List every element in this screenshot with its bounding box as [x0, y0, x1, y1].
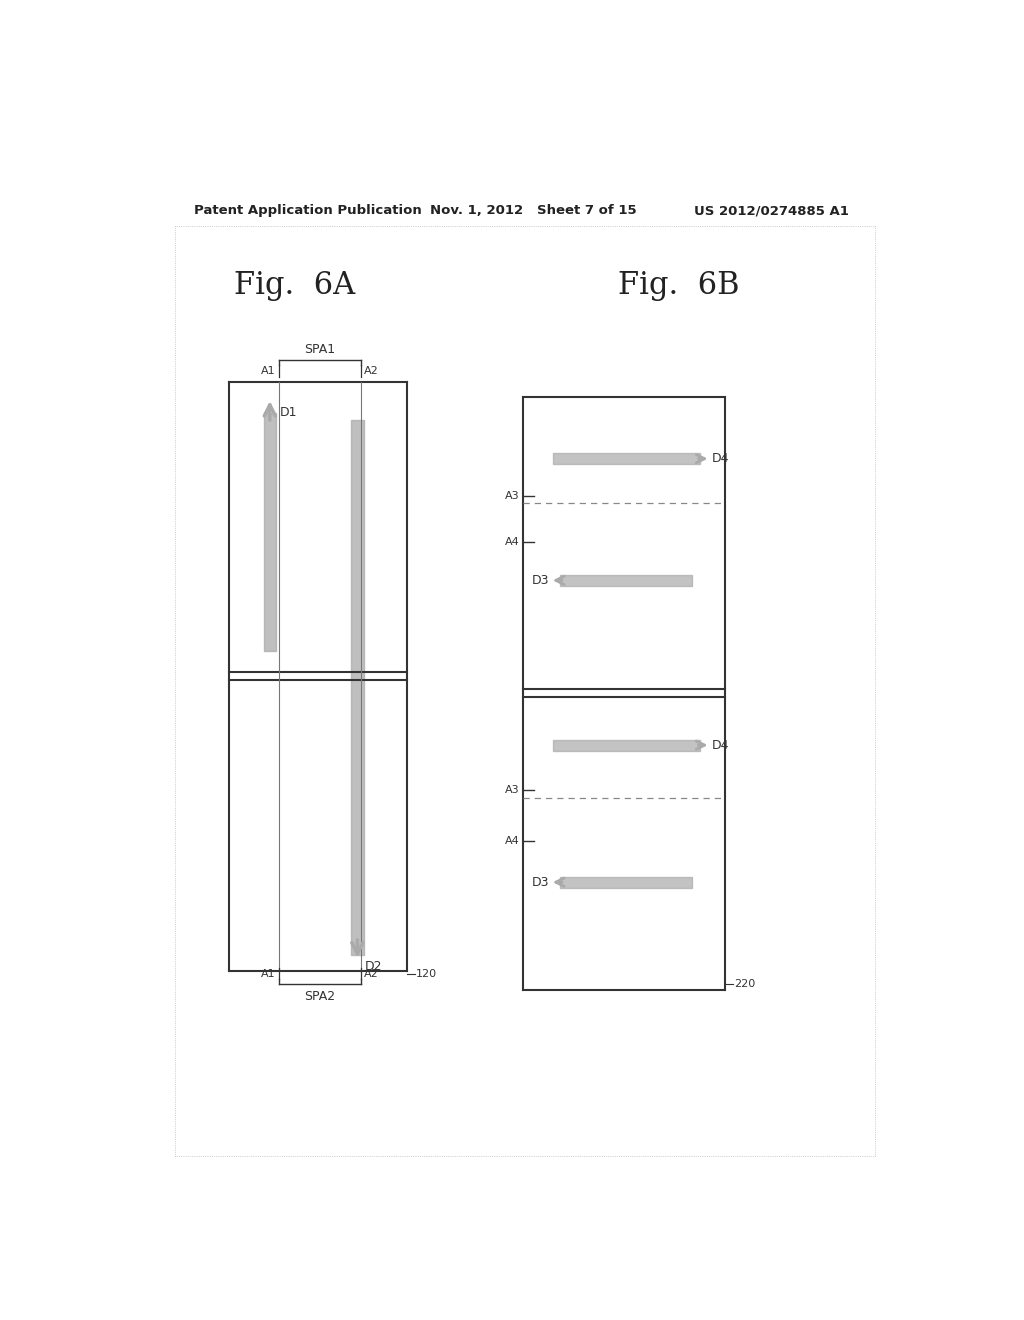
- Text: SPA1: SPA1: [304, 343, 335, 356]
- Text: Fig.  6B: Fig. 6B: [617, 271, 739, 301]
- Text: Patent Application Publication: Patent Application Publication: [194, 205, 422, 218]
- Text: D3: D3: [531, 574, 549, 587]
- Text: US 2012/0274885 A1: US 2012/0274885 A1: [693, 205, 849, 218]
- Text: D1: D1: [280, 407, 297, 418]
- Text: A1: A1: [261, 969, 276, 979]
- Text: D3: D3: [531, 875, 549, 888]
- Text: A2: A2: [364, 969, 378, 979]
- Text: A3: A3: [505, 491, 519, 500]
- Text: D4: D4: [712, 739, 729, 751]
- Text: D4: D4: [712, 453, 729, 465]
- Text: 120: 120: [417, 969, 437, 979]
- Text: Nov. 1, 2012   Sheet 7 of 15: Nov. 1, 2012 Sheet 7 of 15: [430, 205, 637, 218]
- Text: 220: 220: [734, 979, 756, 989]
- Text: SPA2: SPA2: [304, 990, 335, 1003]
- Text: A2: A2: [364, 366, 378, 376]
- Text: A4: A4: [505, 537, 519, 546]
- Text: A4: A4: [505, 836, 519, 846]
- Text: Fig.  6A: Fig. 6A: [234, 271, 355, 301]
- Text: A3: A3: [505, 785, 519, 795]
- Text: A1: A1: [261, 366, 276, 376]
- Text: D2: D2: [366, 961, 383, 973]
